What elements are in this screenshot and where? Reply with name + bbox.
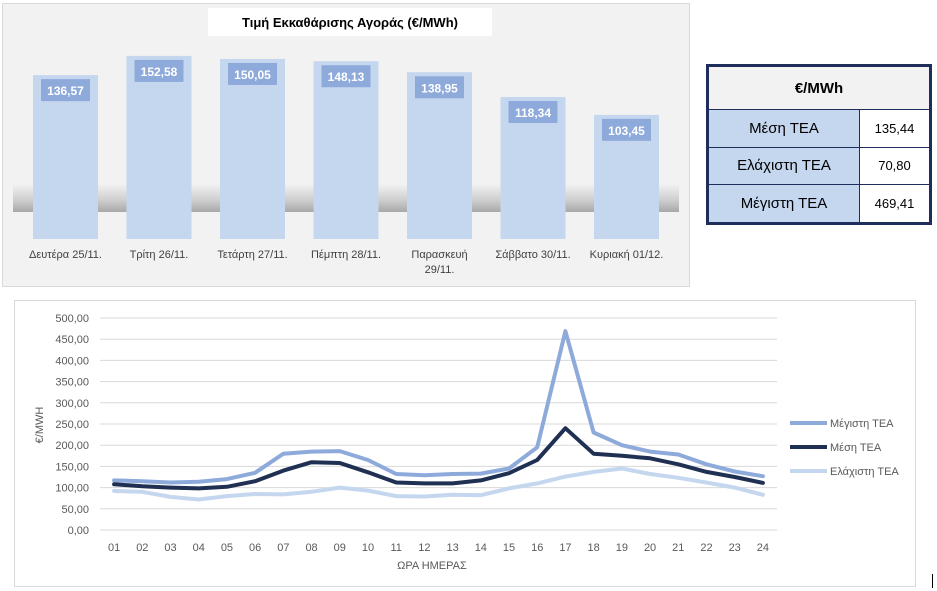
x-tick-label-08: 08 bbox=[305, 542, 317, 554]
x-tick-label-24: 24 bbox=[757, 542, 769, 554]
bar-3 bbox=[220, 58, 285, 239]
x-tick-label-07: 07 bbox=[277, 542, 289, 554]
bar-value-label-4: 148,13 bbox=[328, 70, 365, 84]
stats-row-label-max: Μέγιστη ΤΕΑ bbox=[708, 184, 860, 223]
bar-category-label-4: Πέμπτη 28/11. bbox=[311, 249, 381, 261]
bar-category-label-5-line-1: Παρασκευή bbox=[411, 249, 467, 261]
x-tick-label-14: 14 bbox=[475, 542, 487, 554]
x-tick-label-18: 18 bbox=[588, 542, 600, 554]
y-tick-label-4: 200,00 bbox=[55, 440, 89, 452]
y-tick-label-10: 500,00 bbox=[55, 313, 89, 325]
x-tick-label-11: 11 bbox=[390, 542, 401, 554]
stats-row-value-mean: 135,44 bbox=[859, 109, 930, 148]
y-tick-label-0: 0,00 bbox=[68, 525, 89, 537]
bar-category-label-5-line-2: 29/11. bbox=[425, 264, 455, 276]
x-tick-label-01: 01 bbox=[108, 542, 120, 554]
bar-value-label-7: 103,45 bbox=[608, 124, 645, 138]
bar-category-label-3: Τετάρτη 27/11. bbox=[217, 249, 287, 261]
stats-row-label-min: Ελάχιστη ΤΕΑ bbox=[708, 146, 860, 186]
x-tick-label-23: 23 bbox=[729, 542, 741, 554]
bar-label-bg-7 bbox=[602, 118, 651, 141]
x-tick-label-19: 19 bbox=[616, 542, 628, 554]
bar-value-label-2: 152,58 bbox=[141, 65, 178, 79]
x-tick-label-09: 09 bbox=[334, 542, 346, 554]
bar-category-label-1: Δευτέρα 25/11. bbox=[29, 249, 102, 261]
legend-label-max: Μέγιστη ΤΕΑ bbox=[830, 418, 894, 430]
x-tick-label-21: 21 bbox=[672, 542, 684, 554]
bar-2 bbox=[126, 55, 192, 240]
bar-label-bg-6 bbox=[508, 100, 558, 123]
x-tick-label-05: 05 bbox=[221, 542, 233, 554]
x-tick-label-06: 06 bbox=[249, 542, 261, 554]
bar-label-bg-5 bbox=[415, 76, 464, 99]
bar-value-label-3: 150,05 bbox=[234, 68, 271, 82]
line-chart-panel: 0,00 50,00 100,00 150,00 200,00 250,00 300,00 3… bbox=[14, 300, 916, 587]
bar-category-label-7: Κυριακή 01/12. bbox=[590, 249, 664, 261]
y-tick-label-9: 450,00 bbox=[55, 334, 89, 346]
legend-label-min: Ελάχιστη ΤΕΑ bbox=[830, 466, 899, 478]
x-tick-label-15: 15 bbox=[503, 542, 515, 554]
stats-table-header: €/MWh bbox=[708, 66, 930, 110]
line-chart-ylabel: €/MWH bbox=[34, 407, 46, 444]
bar-category-label-2: Τρίτη 26/11. bbox=[130, 249, 189, 261]
bar-label-bg-1 bbox=[41, 79, 90, 102]
bar-chart-title: Τιμή Εκκαθάρισης Αγοράς (€/MWh) bbox=[242, 15, 458, 30]
x-tick-label-20: 20 bbox=[644, 542, 656, 554]
bar-category-label-6: Σάββατο 30/11. bbox=[495, 249, 570, 261]
x-tick-label-13: 13 bbox=[446, 542, 458, 554]
x-tick-label-16: 16 bbox=[531, 542, 543, 554]
y-tick-label-1: 50,00 bbox=[61, 504, 89, 516]
stats-row-label-mean: Μέση ΤΕΑ bbox=[708, 109, 860, 148]
y-tick-label-5: 250,00 bbox=[55, 419, 89, 431]
x-tick-label-04: 04 bbox=[193, 542, 205, 554]
bar-value-label-6: 118,34 bbox=[515, 106, 551, 120]
y-tick-label-3: 150,00 bbox=[55, 461, 89, 473]
stats-table: €/MWh Μέση ΤΕΑ 135,44 Ελάχιστη ΤΕΑ 70,80… bbox=[706, 64, 932, 225]
bar-value-label-5: 138,95 bbox=[421, 81, 458, 95]
legend-label-mean: Μέση ΤΕΑ bbox=[830, 442, 882, 454]
x-tick-label-22: 22 bbox=[700, 542, 712, 554]
bar-chart: Τιμή Εκκαθάρισης Αγοράς (€/MWh) 136,57 Δε… bbox=[13, 8, 679, 276]
bar-label-bg-4 bbox=[321, 65, 371, 88]
series-line-max bbox=[112, 329, 765, 485]
bar-1 bbox=[33, 75, 98, 239]
cursor-mark bbox=[932, 574, 933, 588]
y-tick-label-6: 300,00 bbox=[55, 398, 89, 410]
bar-chart-title-box bbox=[208, 8, 492, 36]
x-tick-label-17: 17 bbox=[559, 542, 571, 554]
bar-4 bbox=[313, 61, 379, 239]
stats-row-value-max: 469,41 bbox=[859, 184, 930, 223]
x-tick-label-02: 02 bbox=[136, 542, 148, 554]
bar-5 bbox=[407, 72, 472, 239]
x-tick-label-03: 03 bbox=[164, 542, 176, 554]
x-tick-label-12: 12 bbox=[418, 542, 430, 554]
bar-label-bg-3 bbox=[228, 62, 277, 85]
series-line-min bbox=[112, 466, 765, 502]
series-line-mean bbox=[112, 426, 765, 491]
line-chart: 0,00 50,00 100,00 150,00 200,00 250,00 300,00 3… bbox=[34, 313, 899, 572]
bar-value-label-1: 136,57 bbox=[47, 84, 84, 98]
x-tick-label-10: 10 bbox=[362, 542, 374, 554]
stats-row-value-min: 70,80 bbox=[859, 146, 930, 186]
y-tick-label-7: 350,00 bbox=[55, 377, 89, 389]
y-tick-label-2: 100,00 bbox=[55, 483, 89, 495]
bar-chart-panel: Τιμή Εκκαθάρισης Αγοράς (€/MWh) 136,57 Δε… bbox=[2, 3, 690, 287]
bar-label-bg-2 bbox=[134, 59, 184, 82]
y-tick-label-8: 400,00 bbox=[55, 355, 89, 367]
line-chart-xlabel: ΩΡΑ ΗΜΕΡΑΣ bbox=[397, 560, 467, 572]
